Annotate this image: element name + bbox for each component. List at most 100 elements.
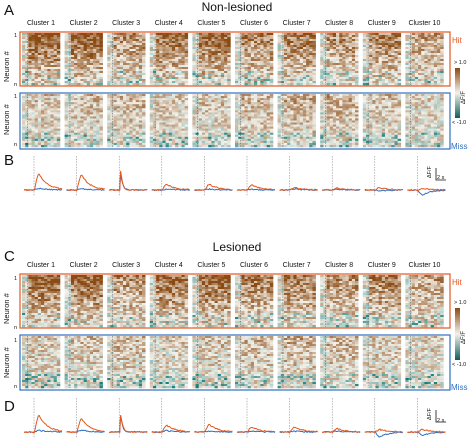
- frame-hit-a: [19, 31, 451, 87]
- c-heatmap-miss-cluster-10: [405, 336, 444, 389]
- frame-hit-c: [19, 273, 451, 329]
- c-heatmap-hit-cluster-7: [277, 275, 316, 328]
- c-cluster-label-3: Cluster 3: [112, 262, 141, 269]
- b-trace-cluster-10: [407, 156, 446, 196]
- c-heatmap-miss-cluster-3: [107, 336, 146, 389]
- a-heatmap-miss-cluster-10: [405, 94, 444, 148]
- b-trace-cluster-2: [66, 156, 105, 196]
- b-trace-cluster-6: [236, 156, 276, 196]
- y-tick-bottom: n: [14, 142, 18, 148]
- a-cluster-label-5: Cluster 5: [197, 20, 226, 27]
- b-hit-trace-8: [321, 187, 361, 192]
- c-cluster-label-5: Cluster 5: [197, 262, 226, 269]
- a-heatmap-miss-cluster-8: [320, 94, 359, 148]
- a-heatmap-hit-cluster-9: [362, 33, 402, 86]
- d-trace-cluster-10: [407, 398, 446, 438]
- d-hit-trace-9: [364, 428, 404, 433]
- d-hit-trace-3: [109, 415, 148, 434]
- b-trace-cluster-4: [151, 156, 191, 196]
- c-cluster-label-8: Cluster 8: [325, 262, 354, 269]
- b-hit-trace-10: [407, 188, 446, 192]
- d-hit-trace-10: [407, 428, 446, 434]
- c-heatmap-hit-cluster-2: [64, 275, 103, 328]
- d-hit-trace-5: [194, 423, 233, 433]
- d-trace-cluster-6: [236, 398, 276, 438]
- a-cluster-label-3: Cluster 3: [112, 20, 141, 27]
- section-title-nonlesioned: Non-lesioned: [201, 0, 273, 14]
- b-trace-cluster-1: [23, 156, 63, 196]
- y-tick-bottom: n: [14, 384, 18, 390]
- a-cluster-label-6: Cluster 6: [239, 20, 268, 27]
- b-hit-trace-9: [364, 187, 403, 192]
- y-tick-top: 1: [14, 276, 18, 282]
- c-cluster-label-9: Cluster 9: [367, 262, 396, 269]
- a-heatmap-hit-cluster-1: [22, 33, 61, 86]
- c-cluster-label-10: Cluster 10: [408, 262, 441, 269]
- a-heatmap-miss-cluster-6: [235, 94, 274, 148]
- a-cluster-label-4: Cluster 4: [154, 20, 183, 27]
- b-hit-trace-4: [151, 183, 191, 192]
- y-tick-top: 1: [14, 33, 18, 39]
- c-heatmap-miss-cluster-9: [362, 336, 402, 389]
- c-cluster-label-1: Cluster 1: [26, 262, 55, 269]
- a-cluster-label-7: Cluster 7: [282, 20, 311, 27]
- a-heatmap-miss-cluster-3: [107, 94, 146, 148]
- b-trace-cluster-7: [279, 156, 318, 196]
- c-cluster-label-4: Cluster 4: [154, 262, 183, 269]
- panel-letter-c: C: [4, 248, 15, 265]
- d-hit-trace-7: [279, 426, 318, 433]
- b-trace-cluster-8: [321, 156, 361, 196]
- c-heatmap-hit-cluster-9: [362, 275, 402, 328]
- scale-bar-x-label-b: 2 s: [437, 175, 445, 181]
- b-hit-trace-6: [236, 184, 276, 191]
- a-heatmap-miss-cluster-5: [192, 94, 231, 148]
- d-miss-trace-3: [109, 415, 148, 434]
- colorbar-a: [455, 68, 460, 118]
- d-trace-cluster-9: [364, 398, 404, 438]
- c-cluster-label-2: Cluster 2: [69, 262, 98, 269]
- y-tick-bottom: n: [14, 325, 18, 331]
- b-hit-trace-7: [279, 186, 318, 192]
- a-heatmap-miss-cluster-2: [64, 94, 103, 148]
- b-miss-trace-3: [108, 174, 148, 192]
- c-heatmap-hit-cluster-4: [149, 275, 189, 328]
- c-heatmap-miss-cluster-4: [149, 336, 189, 389]
- a-heatmap-miss-cluster-9: [362, 94, 402, 148]
- d-trace-cluster-7: [279, 398, 318, 438]
- colorbar-bottom-label-a: < -1.0: [452, 120, 467, 126]
- a-heatmap-hit-cluster-2: [64, 33, 103, 86]
- colorbar-c: [455, 308, 460, 360]
- c-heatmap-hit-cluster-1: [22, 275, 61, 328]
- colorbar-top-label-c: > 1.0: [454, 300, 467, 306]
- d-trace-cluster-8: [321, 398, 361, 438]
- d-trace-cluster-3: [109, 398, 148, 438]
- b-trace-cluster-9: [364, 156, 403, 196]
- d-hit-trace-6: [236, 426, 276, 434]
- b-scale-bar: [435, 168, 446, 181]
- b-hit-trace-3: [109, 170, 148, 192]
- a-cluster-label-2: Cluster 2: [69, 20, 98, 27]
- b-trace-cluster-3: [108, 156, 148, 196]
- c-heatmap-hit-cluster-6: [235, 275, 274, 328]
- panel-letter-a: A: [4, 2, 15, 19]
- y-tick-top: 1: [14, 338, 18, 344]
- section-title-lesioned: Lesioned: [212, 240, 262, 254]
- colorbar-top-label-a: > 1.0: [454, 60, 467, 66]
- frame-miss-a: [19, 92, 451, 150]
- c-heatmap-miss-cluster-1: [22, 336, 61, 389]
- c-heatmap-miss-cluster-8: [320, 336, 359, 389]
- c-heatmap-miss-cluster-5: [192, 336, 231, 389]
- b-hit-trace-5: [194, 183, 233, 192]
- b-trace-cluster-5: [194, 156, 233, 196]
- a-heatmap-miss-cluster-7: [277, 94, 316, 148]
- a-heatmap-miss-cluster-1: [22, 94, 61, 148]
- c-heatmap-miss-cluster-6: [235, 336, 274, 389]
- c-cluster-label-7: Cluster 7: [282, 262, 311, 269]
- d-trace-cluster-1: [23, 398, 63, 438]
- c-heatmap-hit-cluster-8: [320, 275, 359, 328]
- hit-label-c: Hit: [452, 278, 462, 287]
- y-tick-bottom: n: [14, 82, 18, 88]
- d-hit-trace-8: [321, 427, 361, 434]
- d-trace-cluster-5: [194, 398, 233, 438]
- a-heatmap-hit-cluster-3: [107, 33, 146, 86]
